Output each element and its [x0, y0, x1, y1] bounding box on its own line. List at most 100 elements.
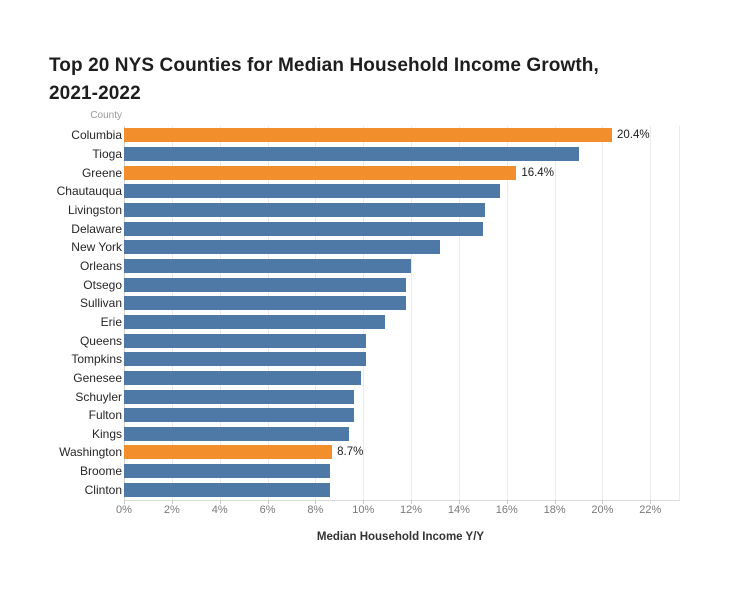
- bar[interactable]: [124, 370, 361, 385]
- x-tick-mark: [458, 500, 460, 504]
- bar-value-label: 16.4%: [521, 166, 554, 179]
- x-tick-label: 20%: [591, 504, 614, 516]
- x-tick-label: 4%: [211, 504, 228, 516]
- county-column-header: County: [90, 110, 122, 121]
- county-label[interactable]: Tioga: [92, 146, 122, 161]
- bar[interactable]: [124, 314, 385, 329]
- chart-title-line-1: Top 20 NYS Counties for Median Household…: [49, 55, 599, 76]
- bar[interactable]: [124, 240, 440, 255]
- county-label[interactable]: Queens: [79, 333, 122, 348]
- gridline-20%: [602, 126, 604, 500]
- x-tick-label: 2%: [163, 504, 180, 516]
- bar-row: [124, 145, 679, 164]
- plot-area: 20.4% 16.4% 8.7%: [124, 126, 680, 501]
- county-label[interactable]: Washington: [59, 445, 122, 460]
- x-tick-mark: [554, 500, 556, 504]
- gridline-2%: [171, 126, 173, 500]
- x-tick-label: 16%: [495, 504, 518, 516]
- county-label[interactable]: Schuyler: [75, 389, 122, 404]
- bar[interactable]: [124, 221, 483, 236]
- gridline-14%: [458, 126, 460, 500]
- chart-title: Top 20 NYS Counties for Median Household…: [49, 52, 599, 108]
- gridline-4%: [219, 126, 221, 500]
- bar-row: [124, 201, 679, 220]
- bar-row: [124, 406, 679, 425]
- x-tick-mark: [602, 500, 604, 504]
- bar[interactable]: [124, 389, 354, 404]
- bar-row: [124, 294, 679, 313]
- county-label[interactable]: Sullivan: [79, 296, 122, 311]
- x-tick-label: 18%: [543, 504, 566, 516]
- county-label[interactable]: Delaware: [71, 221, 122, 236]
- bar[interactable]: [124, 352, 366, 367]
- x-tick-label: 22%: [639, 504, 662, 516]
- county-label[interactable]: Kings: [91, 426, 122, 441]
- x-tick-mark: [650, 500, 652, 504]
- county-label[interactable]: Erie: [100, 314, 122, 329]
- bar[interactable]: [124, 333, 366, 348]
- county-label[interactable]: Clinton: [84, 482, 122, 497]
- chart-title-line-2: 2021-2022: [49, 83, 141, 104]
- bar-row: [124, 350, 679, 369]
- county-label[interactable]: Fulton: [88, 408, 122, 423]
- gridline-6%: [267, 126, 269, 500]
- county-label[interactable]: Livingston: [67, 202, 122, 217]
- county-label[interactable]: Chautauqua: [56, 184, 122, 199]
- county-label[interactable]: Orleans: [79, 258, 122, 273]
- gridline-18%: [554, 126, 556, 500]
- bar[interactable]: [124, 165, 517, 180]
- county-label[interactable]: New York: [71, 240, 122, 255]
- county-label[interactable]: Broome: [79, 464, 122, 479]
- gridline-8%: [315, 126, 317, 500]
- x-tick-label: 6%: [259, 504, 276, 516]
- x-tick-mark: [267, 500, 269, 504]
- x-tick-mark: [363, 500, 365, 504]
- gridline-10%: [363, 126, 365, 500]
- county-label[interactable]: Tompkins: [71, 352, 122, 367]
- bar[interactable]: [124, 277, 407, 292]
- bar[interactable]: [124, 482, 330, 497]
- bar[interactable]: [124, 202, 486, 217]
- gridline-22%: [650, 126, 652, 500]
- bar-row: [124, 182, 679, 201]
- bar[interactable]: [124, 258, 412, 273]
- bar-row: [124, 219, 679, 238]
- bar-row: 8.7%: [124, 443, 679, 462]
- bar[interactable]: [124, 296, 407, 311]
- county-label[interactable]: Greene: [81, 165, 122, 180]
- x-tick-mark: [315, 500, 317, 504]
- bar[interactable]: [124, 445, 333, 460]
- x-axis-title: Median Household Income Y/Y: [316, 531, 485, 543]
- county-label[interactable]: Otsego: [83, 277, 122, 292]
- x-tick-mark: [411, 500, 413, 504]
- gridline-12%: [411, 126, 413, 500]
- bar[interactable]: [124, 408, 354, 423]
- bar-value-label: 20.4%: [617, 129, 650, 142]
- bar[interactable]: [124, 426, 349, 441]
- x-tick-mark: [506, 500, 508, 504]
- bar-row: [124, 425, 679, 444]
- bar-row: [124, 257, 679, 276]
- gridline-0%: [124, 126, 125, 500]
- bar-row: [124, 331, 679, 350]
- bar[interactable]: [124, 184, 500, 199]
- x-tick-mark: [219, 500, 221, 504]
- bar-row: [124, 462, 679, 481]
- gridline-16%: [506, 126, 508, 500]
- x-tick-mark: [171, 500, 173, 504]
- bar-row: [124, 480, 679, 499]
- bar[interactable]: [124, 146, 579, 161]
- bar-row: [124, 313, 679, 332]
- bar[interactable]: [124, 464, 330, 479]
- county-label[interactable]: Columbia: [71, 128, 122, 143]
- bar-row: 20.4%: [124, 126, 679, 145]
- bar[interactable]: [124, 128, 613, 143]
- county-label[interactable]: Genesee: [73, 370, 122, 385]
- bar-row: [124, 238, 679, 257]
- bar-row: [124, 275, 679, 294]
- bar-row: [124, 369, 679, 388]
- bar-row: 16.4%: [124, 163, 679, 182]
- x-tick-label: 10%: [352, 504, 375, 516]
- bar-row: [124, 387, 679, 406]
